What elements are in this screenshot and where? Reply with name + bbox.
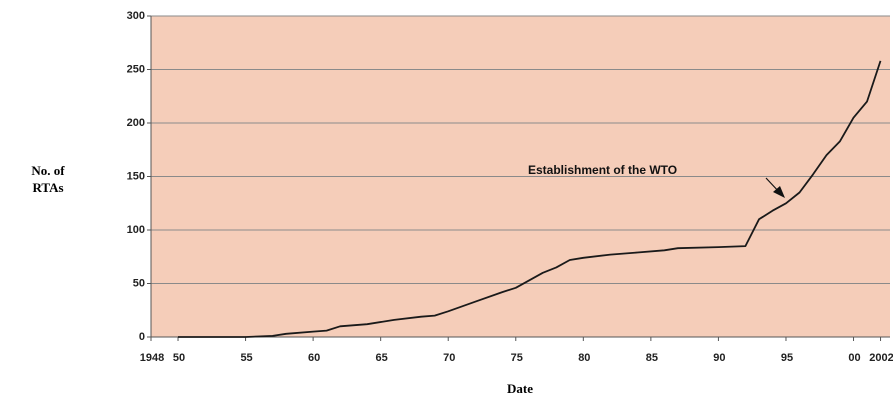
x-tick-label: 70 bbox=[443, 352, 455, 364]
annotation: Establishment of the WTO bbox=[528, 163, 677, 177]
x-tick-label: 2002 bbox=[869, 352, 893, 364]
x-tick-label: 75 bbox=[511, 352, 523, 364]
y-tick-label: 100 bbox=[127, 224, 145, 236]
y-axis-label: No. of bbox=[31, 163, 65, 178]
x-tick-label: 65 bbox=[376, 352, 388, 364]
x-tick-label: 85 bbox=[646, 352, 658, 364]
x-tick-label: 00 bbox=[848, 352, 860, 364]
y-axis-label: RTAs bbox=[32, 180, 63, 195]
x-tick-label: 50 bbox=[173, 352, 185, 364]
x-tick-label: 80 bbox=[578, 352, 590, 364]
y-tick-label: 150 bbox=[127, 170, 145, 182]
x-axis-label: Date bbox=[507, 381, 533, 396]
x-tick-label: 55 bbox=[240, 352, 252, 364]
annotation-arrowhead bbox=[773, 186, 785, 198]
line bbox=[178, 60, 882, 338]
y-tick-label: 300 bbox=[127, 10, 145, 22]
y-tick-label: 50 bbox=[133, 277, 145, 289]
x-tick-label: 90 bbox=[713, 352, 725, 364]
y-tick-label: 0 bbox=[139, 331, 145, 343]
y-tick-label: 200 bbox=[127, 117, 145, 129]
x-tick-label: 60 bbox=[308, 352, 320, 364]
y-tick-label: 250 bbox=[127, 63, 145, 75]
x-tick-label: 95 bbox=[781, 352, 793, 364]
x-tick-label: 1948 bbox=[140, 352, 164, 364]
